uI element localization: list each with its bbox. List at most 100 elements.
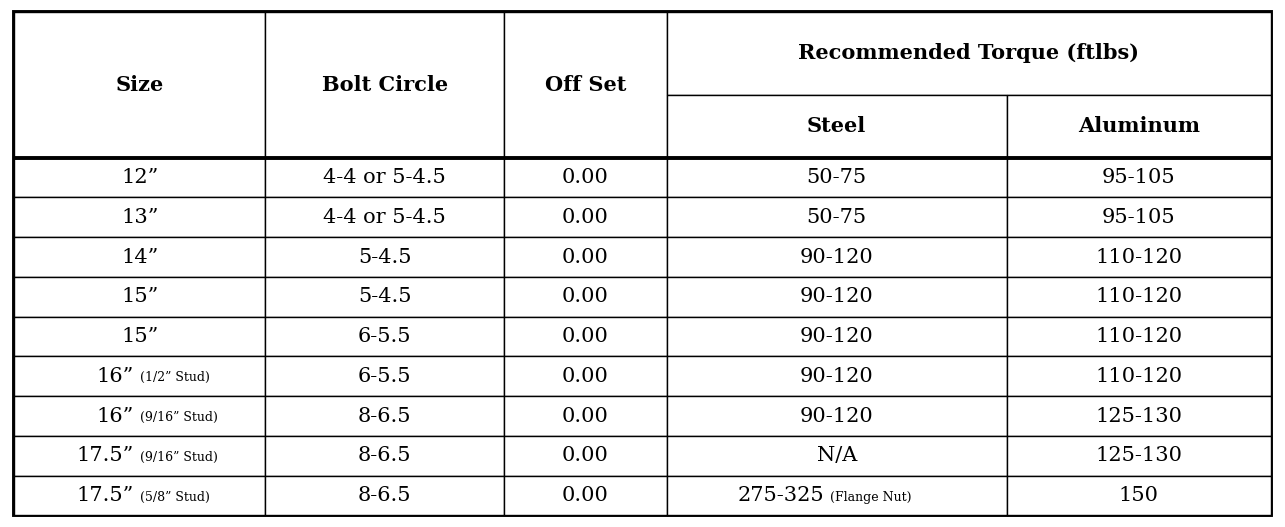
Bar (667, 198, 1007, 237)
Text: 95-105: 95-105 (1103, 208, 1176, 227)
Text: 0.00: 0.00 (562, 446, 609, 465)
Text: 0.00: 0.00 (562, 367, 609, 386)
Text: 50-75: 50-75 (807, 208, 867, 227)
Text: 275-325: 275-325 (738, 486, 824, 505)
Text: Steel: Steel (807, 116, 866, 136)
Bar (14, 237, 266, 277)
Text: 15”: 15” (121, 287, 158, 306)
Text: Recommended Torque (ftlbs): Recommended Torque (ftlbs) (798, 43, 1140, 63)
Text: 0.00: 0.00 (562, 327, 609, 346)
Text: 13”: 13” (121, 208, 158, 227)
Bar (667, 356, 1007, 396)
Text: 8-6.5: 8-6.5 (359, 406, 411, 425)
Text: (9/16” Stud): (9/16” Stud) (136, 411, 218, 424)
Bar (1007, 317, 1271, 356)
Text: 110-120: 110-120 (1095, 248, 1182, 267)
Text: 95-105: 95-105 (1103, 168, 1176, 187)
Text: 0.00: 0.00 (562, 208, 609, 227)
Text: 0.00: 0.00 (562, 168, 609, 187)
Bar (14, 436, 266, 476)
Text: 4-4 or 5-4.5: 4-4 or 5-4.5 (324, 168, 446, 187)
Bar (1007, 95, 1271, 158)
Text: 90-120: 90-120 (799, 327, 874, 346)
Text: (5/8” Stud): (5/8” Stud) (136, 491, 209, 504)
Text: (Flange Nut): (Flange Nut) (826, 491, 912, 504)
Text: 12”: 12” (121, 168, 158, 187)
Bar (14, 198, 266, 237)
Bar (667, 277, 1007, 317)
Text: 8-6.5: 8-6.5 (359, 486, 411, 505)
Bar (1007, 436, 1271, 476)
Text: Bolt Circle: Bolt Circle (321, 75, 448, 95)
Text: Size: Size (116, 75, 164, 95)
Text: 90-120: 90-120 (799, 287, 874, 306)
Bar (266, 436, 504, 476)
Text: 125-130: 125-130 (1095, 406, 1182, 425)
Bar (667, 158, 1007, 198)
Bar (504, 476, 667, 515)
Text: (9/16” Stud): (9/16” Stud) (136, 451, 218, 464)
Bar (1007, 277, 1271, 317)
Bar (504, 237, 667, 277)
Bar (667, 436, 1007, 476)
Text: 8-6.5: 8-6.5 (359, 446, 411, 465)
Text: 6-5.5: 6-5.5 (359, 327, 411, 346)
Bar (14, 356, 266, 396)
Text: 17.5”: 17.5” (76, 446, 134, 465)
Bar (266, 476, 504, 515)
Text: 125-130: 125-130 (1095, 446, 1182, 465)
Text: 0.00: 0.00 (562, 248, 609, 267)
Bar (1007, 396, 1271, 436)
Bar (266, 198, 504, 237)
Text: 0.00: 0.00 (562, 486, 609, 505)
Text: 16”: 16” (96, 406, 134, 425)
Bar (504, 436, 667, 476)
Text: 16”: 16” (96, 367, 134, 386)
Text: 5-4.5: 5-4.5 (359, 287, 411, 306)
Text: 0.00: 0.00 (562, 406, 609, 425)
Text: 150: 150 (1119, 486, 1159, 505)
Text: Off Set: Off Set (545, 75, 626, 95)
Text: 0.00: 0.00 (562, 287, 609, 306)
Bar (14, 277, 266, 317)
Bar (1007, 158, 1271, 198)
Bar (504, 356, 667, 396)
Text: Aluminum: Aluminum (1078, 116, 1200, 136)
Bar (504, 396, 667, 436)
Bar (504, 277, 667, 317)
Text: 110-120: 110-120 (1095, 367, 1182, 386)
Bar (266, 277, 504, 317)
Bar (266, 158, 504, 198)
Bar (504, 158, 667, 198)
Text: 14”: 14” (121, 248, 158, 267)
Bar (504, 198, 667, 237)
Text: 90-120: 90-120 (799, 406, 874, 425)
Text: 110-120: 110-120 (1095, 287, 1182, 306)
Bar (1007, 356, 1271, 396)
Bar (1007, 237, 1271, 277)
Text: 110-120: 110-120 (1095, 327, 1182, 346)
Text: N/A: N/A (816, 446, 857, 465)
Bar (14, 476, 266, 515)
Bar (1007, 198, 1271, 237)
Bar (504, 317, 667, 356)
Bar (14, 12, 266, 158)
Text: 6-5.5: 6-5.5 (359, 367, 411, 386)
Bar (504, 12, 667, 158)
Bar (266, 317, 504, 356)
Text: (1/2” Stud): (1/2” Stud) (136, 372, 209, 384)
Text: 5-4.5: 5-4.5 (359, 248, 411, 267)
Text: 17.5”: 17.5” (76, 486, 134, 505)
Bar (266, 12, 504, 158)
Bar (266, 396, 504, 436)
Text: 50-75: 50-75 (807, 168, 867, 187)
Bar (667, 476, 1007, 515)
Bar (667, 12, 1271, 95)
Bar (14, 317, 266, 356)
Bar (266, 237, 504, 277)
Bar (667, 317, 1007, 356)
Text: 15”: 15” (121, 327, 158, 346)
Text: 4-4 or 5-4.5: 4-4 or 5-4.5 (324, 208, 446, 227)
Bar (667, 95, 1007, 158)
Bar (667, 396, 1007, 436)
